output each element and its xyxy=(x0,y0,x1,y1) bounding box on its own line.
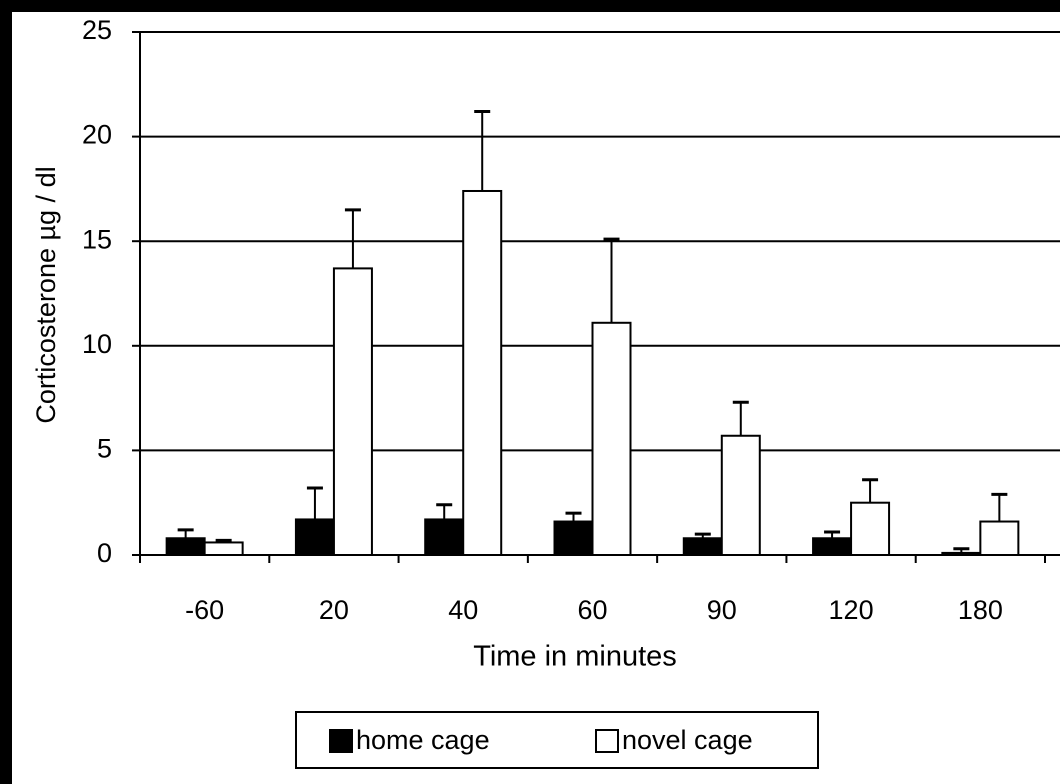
bar xyxy=(850,501,891,557)
legend xyxy=(295,711,819,769)
bar xyxy=(424,518,465,556)
legend-label: novel cage xyxy=(622,725,753,755)
bar xyxy=(682,537,723,556)
y-tick-label: 15 xyxy=(82,224,112,254)
bar xyxy=(979,520,1020,557)
bar xyxy=(591,321,632,556)
x-tick-label: 90 xyxy=(707,595,737,625)
y-tick-label: 5 xyxy=(97,434,112,464)
bar xyxy=(294,518,335,556)
x-tick-label: 180 xyxy=(958,595,1003,625)
y-tick-label: 0 xyxy=(97,538,112,568)
x-tick-label: 20 xyxy=(319,595,349,625)
bar xyxy=(720,434,761,557)
y-tick-label: 25 xyxy=(82,15,112,45)
y-axis-title: Corticosterone µg / dl xyxy=(31,166,61,423)
x-tick-label: -60 xyxy=(185,595,224,625)
x-tick-label: 60 xyxy=(577,595,607,625)
legend-swatch xyxy=(595,729,619,753)
bar xyxy=(812,537,853,556)
y-tick-label: 10 xyxy=(82,329,112,359)
background xyxy=(12,12,1060,784)
bar xyxy=(165,537,206,556)
bar xyxy=(203,541,244,556)
x-axis-title: Time in minutes xyxy=(473,641,677,673)
legend-swatch xyxy=(329,729,353,753)
x-tick-label: 120 xyxy=(829,595,874,625)
x-tick-label: 40 xyxy=(448,595,478,625)
y-tick-label: 20 xyxy=(82,120,112,150)
bar xyxy=(553,520,594,557)
bar xyxy=(941,551,982,557)
bar xyxy=(462,189,503,556)
legend-label: home cage xyxy=(356,725,490,755)
bar xyxy=(332,267,373,556)
